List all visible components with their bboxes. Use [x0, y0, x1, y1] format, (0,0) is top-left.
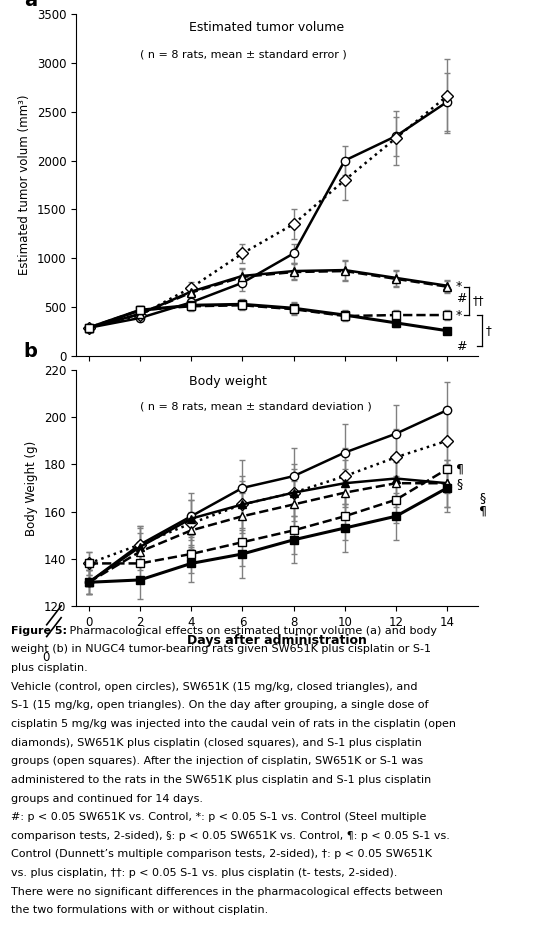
Text: ( n = 8 rats, mean ± standard deviation ): ( n = 8 rats, mean ± standard deviation …	[140, 401, 372, 412]
Text: Control (Dunnett’s multiple comparison tests, 2-sided), †: p < 0.05 SW651K: Control (Dunnett’s multiple comparison t…	[11, 849, 432, 859]
Text: groups and continued for 14 days.: groups and continued for 14 days.	[11, 794, 203, 804]
Text: administered to the rats in the SW651K plus cisplatin and S-1 plus cisplatin: administered to the rats in the SW651K p…	[11, 775, 431, 784]
X-axis label: Days after administration: Days after administration	[187, 635, 367, 648]
Text: ( n = 8 rats, mean ± standard error ): ( n = 8 rats, mean ± standard error )	[140, 50, 347, 60]
Text: *: *	[456, 309, 462, 322]
Text: Estimated tumor volume: Estimated tumor volume	[188, 20, 344, 33]
Text: Figure 5:: Figure 5:	[11, 625, 67, 635]
Text: a: a	[24, 0, 37, 10]
Text: #: p < 0.05 SW651K vs. Control, *: p < 0.05 S-1 vs. Control (Steel multiple: #: p < 0.05 SW651K vs. Control, *: p < 0…	[11, 812, 426, 822]
Text: Vehicle (control, open circles), SW651K (15 mg/kg, closed triangles), and: Vehicle (control, open circles), SW651K …	[11, 682, 418, 692]
Text: the two formulations with or without cisplatin.: the two formulations with or without cis…	[11, 906, 268, 916]
Y-axis label: Body Weight (g): Body Weight (g)	[26, 440, 39, 536]
Text: vs. plus cisplatin, ††: p < 0.05 S-1 vs. plus cisplatin (t- tests, 2-sided).: vs. plus cisplatin, ††: p < 0.05 S-1 vs.…	[11, 868, 397, 878]
Text: cisplatin 5 mg/kg was injected into the caudal vein of rats in the cisplatin (op: cisplatin 5 mg/kg was injected into the …	[11, 719, 456, 729]
Text: b: b	[24, 341, 37, 361]
Text: Body weight: Body weight	[188, 375, 267, 388]
Text: weight (b) in NUGC4 tumor-bearing rats given SW651K plus cisplatin or S-1: weight (b) in NUGC4 tumor-bearing rats g…	[11, 645, 431, 654]
Text: #: #	[456, 292, 466, 305]
Text: plus cisplatin.: plus cisplatin.	[11, 663, 87, 673]
Y-axis label: Estimated tumor volum (mm³): Estimated tumor volum (mm³)	[18, 94, 31, 276]
Text: There were no significant differences in the pharmacological effects between: There were no significant differences in…	[11, 887, 443, 896]
Text: §: §	[456, 476, 462, 489]
Text: groups (open squares). After the injection of cisplatin, SW651K or S-1 was: groups (open squares). After the injecti…	[11, 757, 423, 766]
Text: 0: 0	[42, 651, 50, 664]
Text: #: #	[456, 339, 466, 352]
Text: ††: ††	[473, 294, 484, 307]
Text: ¶: ¶	[456, 462, 464, 475]
Text: Pharmacological effects on estimated tumor volume (a) and body: Pharmacological effects on estimated tum…	[66, 625, 437, 635]
Text: comparison tests, 2-sided), §: p < 0.05 SW651K vs. Control, ¶: p < 0.05 S-1 vs.: comparison tests, 2-sided), §: p < 0.05 …	[11, 831, 450, 841]
Text: *: *	[456, 280, 462, 293]
Text: S-1 (15 mg/kg, open triangles). On the day after grouping, a single dose of: S-1 (15 mg/kg, open triangles). On the d…	[11, 700, 428, 710]
Text: †: †	[485, 324, 491, 338]
Text: §: §	[479, 491, 485, 504]
Text: diamonds), SW651K plus cisplatin (closed squares), and S-1 plus cisplatin: diamonds), SW651K plus cisplatin (closed…	[11, 737, 422, 747]
Text: ¶: ¶	[479, 505, 487, 518]
